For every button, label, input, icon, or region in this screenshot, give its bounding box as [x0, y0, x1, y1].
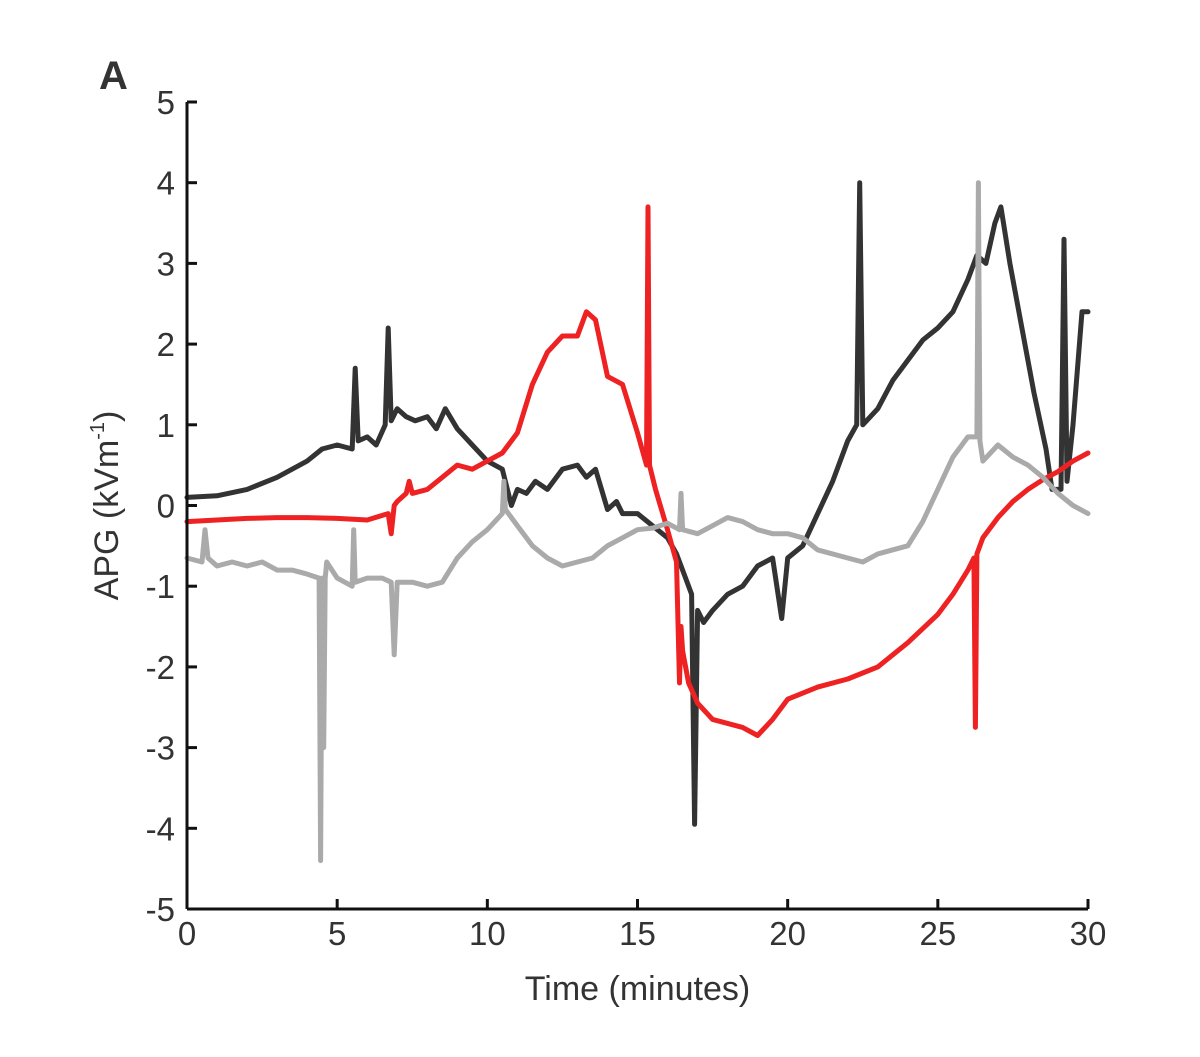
y-tick-label: 4	[157, 165, 175, 202]
x-tick-label: 10	[469, 915, 506, 952]
y-tick-label: -4	[146, 810, 175, 847]
y-tick-label: -5	[146, 891, 175, 928]
y-tick-label: -2	[146, 649, 175, 686]
x-tick-label: 20	[769, 915, 806, 952]
y-tick-label: -1	[146, 568, 175, 605]
x-tick-label: 25	[919, 915, 956, 952]
series-layer	[184, 180, 1091, 864]
y-tick-label: 5	[157, 84, 175, 121]
panel-label: A	[99, 54, 128, 98]
series-line-3	[184, 180, 1091, 864]
y-tick-label: 1	[157, 407, 175, 444]
series-line-2	[184, 204, 1091, 738]
y-axis-title-superscript: -1	[87, 422, 109, 440]
x-tick-label: 30	[1070, 915, 1107, 952]
x-tick-label: 5	[328, 915, 346, 952]
series-line-1	[184, 180, 1091, 827]
y-axis-title: APG (kVm-1)	[87, 411, 126, 601]
x-tick-label: 15	[619, 915, 656, 952]
y-tick-label: -3	[146, 730, 175, 767]
x-axis-title: Time (minutes)	[525, 970, 750, 1008]
y-tick-label: 2	[157, 326, 175, 363]
y-tick-label: 0	[157, 488, 175, 525]
y-axis-title-close: )	[88, 411, 126, 422]
y-axis-title-main: APG (kVm	[88, 440, 126, 601]
y-tick-label: 3	[157, 245, 175, 282]
x-tick-label: 0	[178, 915, 196, 952]
